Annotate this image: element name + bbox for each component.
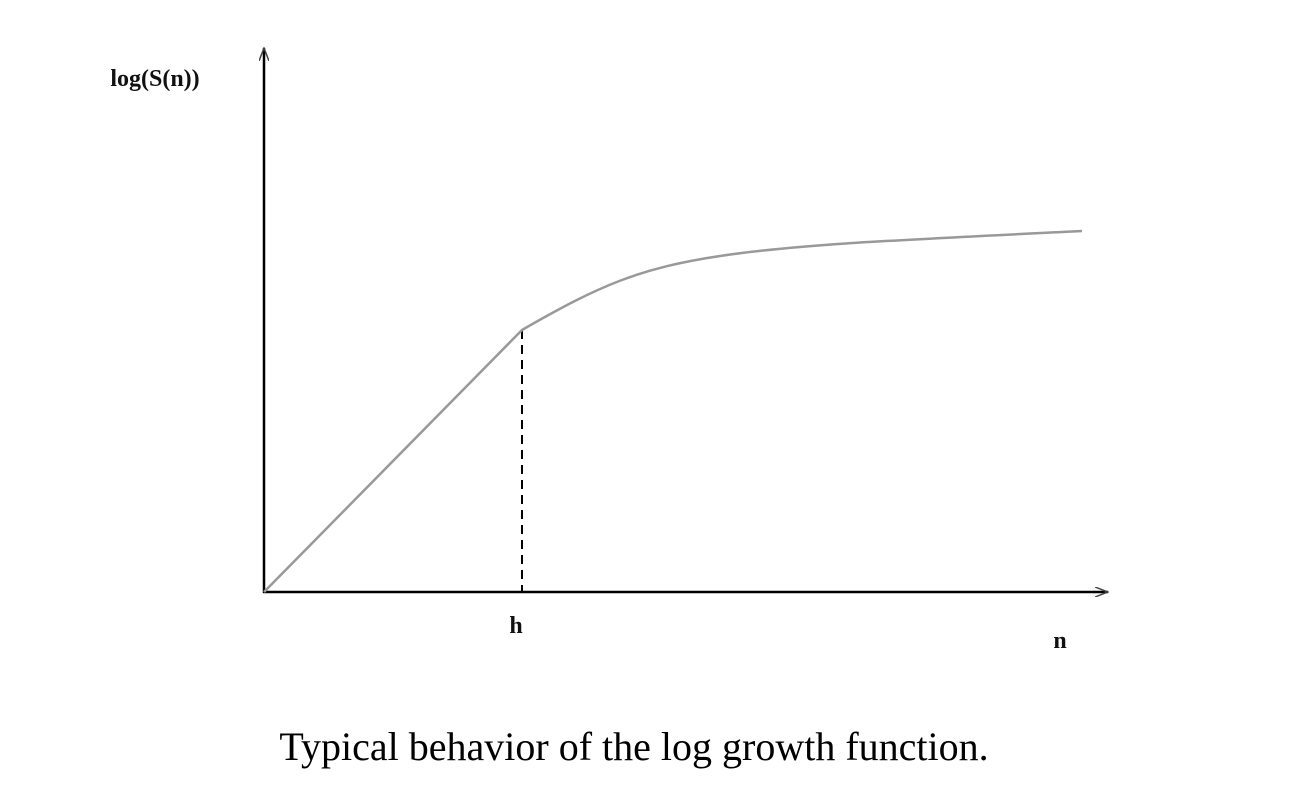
growth-curve <box>263 229 1083 593</box>
y-axis-label: log(S(n)) <box>110 66 199 92</box>
caption: Typical behavior of the log growth funct… <box>279 724 988 769</box>
x-axis-label: n <box>1053 628 1066 654</box>
marker-label: h <box>509 613 522 639</box>
